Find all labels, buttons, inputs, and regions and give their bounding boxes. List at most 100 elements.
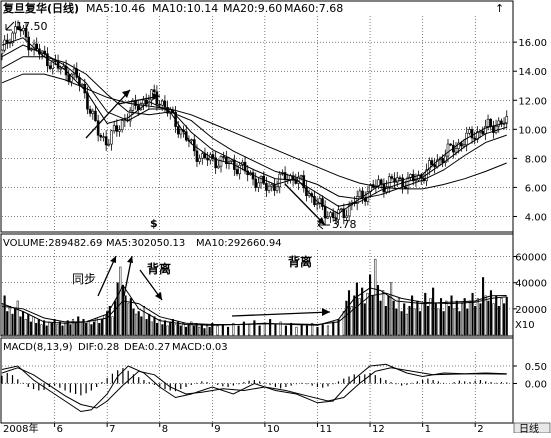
volume-bar-22 <box>58 321 61 336</box>
volume-bar-139 <box>432 287 435 336</box>
volume-bar-70 <box>184 326 188 336</box>
ma10-label: MA10:10.14 <box>152 2 218 15</box>
candle-body-50 <box>134 100 137 106</box>
candle-body-5 <box>14 26 17 34</box>
candle-body-75 <box>200 153 204 159</box>
date-tick-label-4: 9 <box>214 424 220 433</box>
volume-bar-66 <box>174 324 177 336</box>
candle-body-74 <box>198 157 201 162</box>
volume-bar-8 <box>21 311 25 336</box>
candle-body-129 <box>345 215 348 218</box>
candle-body-71 <box>190 139 193 141</box>
candle-body-176 <box>470 129 474 139</box>
volume-bar-28 <box>74 322 77 336</box>
volume-bar-124 <box>392 300 395 336</box>
volume-bar-62 <box>163 320 167 336</box>
volume-arrow-up-1 <box>97 255 117 297</box>
volume-bar-112 <box>361 287 364 336</box>
candle-body-130 <box>347 204 351 217</box>
volume-arrow-up-2 <box>123 255 133 297</box>
peak-price-label: 17.50 <box>16 20 48 33</box>
date-tick-label-7: 12 <box>372 424 385 433</box>
period-button-label[interactable]: 日线 <box>519 422 539 435</box>
volume-bar-111 <box>358 298 361 336</box>
trend-arrow-down-head-icon <box>317 217 325 225</box>
candle-body-86 <box>230 159 233 162</box>
volume-bar-18 <box>48 321 51 336</box>
volume-bar-167 <box>505 296 508 336</box>
volume-bar-72 <box>190 321 193 336</box>
volume-bar-51 <box>135 313 138 336</box>
volume-ma5-label: MA5:302050.13 <box>106 238 185 249</box>
scroll-up-icon[interactable]: ↑ <box>495 2 504 15</box>
volume-bar-68 <box>179 325 182 336</box>
dif-label: DIF:0.28 <box>78 342 119 353</box>
candle-body-128 <box>342 208 346 218</box>
date-tick-label-8: 1 <box>425 424 431 433</box>
volume-bar-86 <box>242 321 245 336</box>
volume-bar-53 <box>140 316 143 336</box>
candle-body-135 <box>361 190 364 199</box>
candle-body-35 <box>94 110 97 122</box>
volume-bar-106 <box>345 300 348 336</box>
candle-body-121 <box>323 206 327 219</box>
candle-body-73 <box>195 150 199 162</box>
volume-bar-54 <box>142 305 146 336</box>
candle-body-4 <box>11 32 14 44</box>
volume-bar-123 <box>390 282 393 336</box>
volume-bar-120 <box>382 290 385 336</box>
candle-body-95 <box>254 178 258 188</box>
volume-bar-40 <box>106 311 109 336</box>
volume-bar-64 <box>169 321 172 336</box>
volume-bar-164 <box>497 305 500 336</box>
candle-body-11 <box>30 48 33 51</box>
volume-tick-label-0: 20000 <box>515 305 547 316</box>
volume-bar-32 <box>85 322 88 336</box>
volume-arrow-flat <box>231 311 331 317</box>
volume-bar-49 <box>129 298 132 336</box>
volume-bar-96 <box>295 326 298 336</box>
price-tick-label-4: 12.00 <box>518 96 547 107</box>
volume-bar-115 <box>368 274 372 336</box>
price-axis: 4.00 6.00 8.00 10.00 12.00 14.00 16.00 <box>513 38 547 223</box>
volume-bar-38 <box>100 319 103 336</box>
candle-body-99 <box>265 183 268 191</box>
volume-bar-97 <box>300 324 303 336</box>
volume-bar-10 <box>27 313 30 336</box>
volume-bar-125 <box>395 308 398 336</box>
candle-body-96 <box>257 182 260 188</box>
volume-bar-147 <box>453 308 456 336</box>
candle-body-115 <box>307 193 311 197</box>
candle-body-127 <box>339 208 343 211</box>
candle-body-83 <box>222 156 225 158</box>
volume-bar-92 <box>274 324 277 336</box>
volume-bar-140 <box>434 303 437 336</box>
volume-bar-56 <box>148 313 151 336</box>
candle-body-81 <box>217 165 220 169</box>
volume-bar-2 <box>6 311 9 336</box>
candle-body-126 <box>337 209 340 220</box>
volume-bar-46 <box>121 285 124 336</box>
volume-bar-55 <box>145 319 148 336</box>
candle-body-41 <box>110 130 113 145</box>
candle-body-100 <box>267 185 271 191</box>
macd-label: MACD(8,13,9) <box>3 342 73 353</box>
date-tick-label-6: 11 <box>319 424 332 433</box>
price-tick-label-2: 8.00 <box>525 154 547 165</box>
candle-body-167 <box>446 143 450 157</box>
candle-body-147 <box>393 178 396 183</box>
candle-body-8 <box>22 27 25 32</box>
volume-arrow-up-1-head-icon <box>110 256 116 263</box>
candle-body-49 <box>131 100 135 111</box>
chart-title: 复旦复华(日线) <box>2 1 79 15</box>
candle-body-7 <box>19 28 22 32</box>
volume-bar-58 <box>153 316 156 336</box>
candle-body-148 <box>395 177 399 183</box>
volume-bar-126 <box>397 298 401 336</box>
volume-bar-9 <box>24 319 27 336</box>
candle-body-34 <box>91 110 95 114</box>
candle-body-30 <box>80 83 84 86</box>
volume-bar-11 <box>29 321 32 336</box>
volume-bar-35 <box>92 321 96 336</box>
trend-arrow-down <box>284 183 326 226</box>
